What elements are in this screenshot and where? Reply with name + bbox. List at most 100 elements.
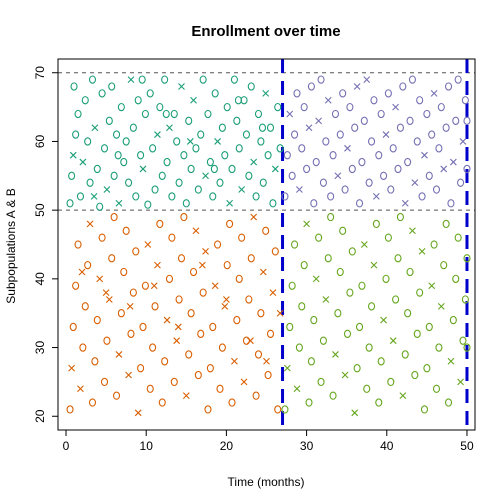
point-s0-48: [180, 151, 188, 160]
y-tick-label-5: 70: [33, 66, 47, 80]
point-s0-25: [125, 178, 133, 187]
point-s3-75: [461, 295, 469, 304]
point-s1-53: [408, 75, 417, 84]
point-s2-68: [228, 398, 236, 407]
point-s0-84: [266, 123, 275, 132]
point-s1-51: [404, 157, 412, 167]
point-s1-76: [463, 164, 471, 174]
point-s0-49: [182, 199, 190, 208]
point-s0-76: [247, 82, 255, 91]
point-s2-76: [247, 254, 255, 263]
point-s1-21: [331, 109, 340, 119]
point-s2-6: [79, 343, 87, 352]
point-s3-71: [452, 274, 460, 284]
point-s1-61: [428, 130, 436, 139]
point-s0-45: [173, 137, 181, 146]
point-s2-95: [223, 296, 230, 303]
point-s3-52: [406, 267, 414, 277]
point-s1-24: [339, 89, 347, 98]
point-s2-42: [165, 274, 174, 284]
point-s2-32: [141, 281, 149, 290]
point-s3-62: [430, 240, 438, 249]
point-s2-75: [245, 295, 253, 304]
point-s2-52: [189, 267, 198, 277]
point-s2-54: [194, 370, 202, 380]
y-tick-label-4: 60: [33, 134, 47, 148]
point-s3-10: [305, 398, 313, 407]
point-s1-4: [291, 130, 299, 139]
point-s2-82: [262, 226, 270, 235]
point-s2-83: [264, 370, 272, 380]
plot-frame: [57, 58, 476, 431]
point-s1-49: [399, 82, 407, 91]
point-s1-46: [392, 103, 399, 111]
point-s2-29: [134, 409, 142, 417]
point-s0-44: [170, 109, 178, 119]
point-s3-64: [435, 343, 443, 352]
point-s3-1: [283, 364, 291, 372]
point-s3-42: [382, 274, 390, 284]
point-s0-19: [110, 171, 118, 180]
point-s0-24: [122, 137, 130, 146]
point-s2-96: [247, 337, 254, 345]
point-s3-33: [360, 241, 368, 248]
point-s0-61: [211, 89, 219, 98]
point-s0-63: [216, 178, 224, 187]
point-s2-22: [117, 309, 125, 318]
point-s0-11: [91, 124, 99, 132]
point-s2-30: [137, 364, 145, 373]
point-s1-47: [394, 164, 402, 174]
point-s0-9: [86, 178, 94, 187]
point-s2-81: [259, 268, 267, 276]
point-s2-24: [122, 226, 130, 235]
point-s3-67: [442, 219, 450, 229]
point-s1-34: [363, 76, 371, 84]
point-s2-79: [254, 350, 263, 359]
point-s3-59: [423, 364, 431, 373]
point-s1-0: [281, 192, 289, 201]
point-s3-15: [317, 377, 325, 387]
point-s0-72: [238, 186, 246, 193]
point-s2-88: [276, 309, 284, 317]
point-s3-37: [370, 261, 378, 269]
point-s0-89: [70, 82, 78, 91]
point-s2-7: [81, 302, 89, 311]
point-s3-41: [380, 316, 387, 324]
axes: 0 10 20 30 40 50 20 30 40 50 60 70: [33, 66, 474, 453]
point-s0-42: [166, 124, 173, 132]
point-s2-84: [266, 329, 275, 338]
point-s3-31: [355, 322, 364, 332]
point-s1-54: [411, 179, 419, 187]
point-s2-9: [86, 220, 94, 228]
point-s0-59: [206, 157, 214, 167]
point-s2-57: [202, 247, 209, 255]
point-s0-79: [254, 109, 263, 119]
point-s1-56: [416, 96, 424, 105]
point-s2-46: [175, 295, 183, 304]
point-s2-66: [223, 260, 231, 270]
point-s1-77: [463, 116, 471, 125]
point-s1-73: [457, 178, 465, 187]
data-points: [66, 75, 471, 417]
point-s3-23: [336, 267, 344, 277]
point-s1-39: [375, 151, 383, 160]
point-s0-38: [156, 102, 164, 112]
point-s2-89: [78, 268, 86, 276]
point-s1-28: [348, 164, 356, 174]
y-tick-label-0: 20: [33, 409, 47, 423]
point-s0-81: [259, 178, 267, 187]
point-s3-50: [401, 350, 409, 359]
point-s3-57: [418, 247, 426, 255]
point-s0-91: [114, 151, 122, 160]
point-s2-5: [77, 385, 84, 393]
point-s2-40: [161, 357, 169, 366]
point-s0-2: [69, 151, 77, 159]
point-s3-69: [447, 357, 455, 365]
point-s3-28: [348, 247, 356, 256]
point-s3-56: [416, 288, 424, 297]
point-s0-60: [209, 192, 217, 201]
point-s1-12: [310, 199, 318, 208]
point-s3-40: [377, 357, 385, 366]
point-s0-13: [96, 202, 104, 211]
